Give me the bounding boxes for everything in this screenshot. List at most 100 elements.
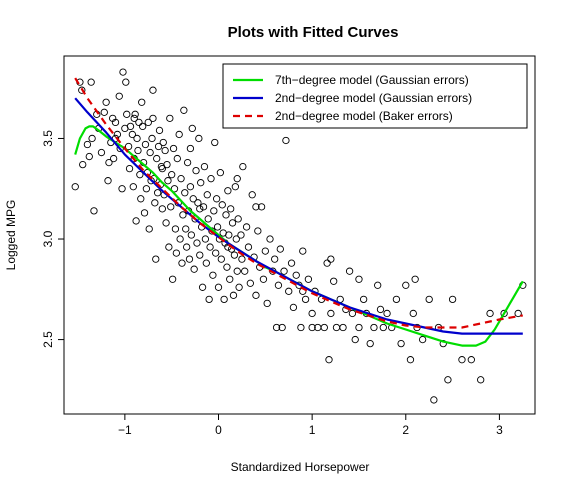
data-point bbox=[136, 171, 144, 179]
data-point bbox=[392, 295, 401, 304]
data-point bbox=[168, 171, 176, 179]
data-point bbox=[182, 225, 190, 233]
data-point bbox=[359, 295, 368, 304]
data-point bbox=[210, 207, 218, 215]
data-point bbox=[297, 323, 305, 332]
data-point bbox=[278, 323, 286, 332]
data-point bbox=[186, 183, 195, 191]
data-point bbox=[128, 130, 137, 139]
data-point bbox=[170, 185, 179, 193]
data-point bbox=[235, 283, 243, 291]
data-point bbox=[370, 323, 378, 332]
data-point bbox=[196, 251, 204, 259]
data-point bbox=[135, 118, 143, 127]
data-point bbox=[204, 215, 212, 223]
data-point bbox=[85, 152, 93, 161]
y-tick-label: 2.5 bbox=[41, 331, 55, 348]
data-point bbox=[192, 166, 200, 175]
data-point bbox=[216, 169, 225, 177]
data-point bbox=[113, 130, 122, 139]
data-point bbox=[165, 243, 173, 251]
data-point bbox=[137, 195, 145, 203]
data-point bbox=[149, 114, 157, 122]
data-point bbox=[194, 199, 202, 207]
data-point bbox=[149, 86, 157, 94]
data-point bbox=[71, 183, 79, 191]
data-point bbox=[500, 309, 508, 318]
data-point bbox=[193, 239, 201, 247]
data-point bbox=[190, 265, 198, 273]
data-point bbox=[102, 98, 110, 106]
data-point bbox=[124, 142, 133, 151]
data-point bbox=[282, 136, 290, 145]
data-point bbox=[105, 158, 113, 167]
data-point bbox=[231, 183, 240, 191]
x-tick-label: 2 bbox=[402, 423, 409, 437]
data-point bbox=[151, 199, 159, 207]
curve-series-3 bbox=[74, 77, 523, 329]
data-point bbox=[220, 295, 228, 304]
data-point bbox=[225, 231, 233, 239]
data-point bbox=[153, 189, 162, 197]
data-point bbox=[197, 179, 205, 187]
data-point bbox=[272, 323, 281, 332]
data-point bbox=[246, 279, 254, 287]
data-point bbox=[158, 205, 166, 213]
data-point bbox=[289, 303, 298, 312]
data-point bbox=[233, 175, 241, 183]
data-point bbox=[104, 177, 112, 185]
data-point bbox=[205, 295, 213, 304]
data-point bbox=[292, 271, 300, 279]
fitted-curves bbox=[74, 77, 524, 347]
data-point bbox=[88, 134, 96, 143]
data-point bbox=[263, 299, 271, 308]
data-point bbox=[430, 396, 438, 404]
data-point bbox=[379, 323, 387, 332]
data-point bbox=[327, 309, 335, 318]
legend-label-3: 2nd−degree model (Baker errors) bbox=[275, 109, 453, 123]
data-point bbox=[154, 142, 163, 151]
data-point bbox=[345, 267, 354, 275]
data-point bbox=[131, 110, 139, 118]
y-axis-label: Logged MPG bbox=[4, 200, 18, 271]
data-point bbox=[227, 205, 235, 213]
data-point bbox=[223, 263, 231, 271]
data-point bbox=[166, 114, 174, 122]
data-point bbox=[348, 309, 357, 318]
data-point bbox=[126, 122, 135, 131]
data-point bbox=[477, 376, 485, 384]
data-point bbox=[222, 211, 230, 219]
data-point bbox=[224, 187, 232, 195]
data-point bbox=[83, 140, 92, 149]
data-point bbox=[217, 255, 225, 263]
data-point bbox=[173, 154, 181, 163]
data-point bbox=[271, 255, 279, 263]
data-point bbox=[230, 251, 239, 259]
data-point bbox=[153, 154, 161, 163]
data-point bbox=[179, 211, 187, 219]
data-point bbox=[218, 201, 226, 209]
data-point bbox=[186, 144, 195, 153]
data-point bbox=[397, 339, 405, 348]
data-point bbox=[138, 98, 146, 106]
data-point bbox=[177, 175, 185, 183]
data-point bbox=[167, 203, 175, 211]
data-point bbox=[402, 281, 410, 289]
data-point bbox=[180, 106, 188, 114]
data-point bbox=[139, 122, 147, 131]
data-point bbox=[209, 271, 217, 279]
data-point bbox=[87, 78, 95, 86]
data-point bbox=[90, 207, 98, 215]
data-point bbox=[148, 134, 156, 143]
data-point bbox=[299, 247, 307, 255]
data-point bbox=[444, 376, 452, 384]
data-point bbox=[261, 247, 269, 255]
data-point bbox=[308, 309, 316, 318]
data-point bbox=[374, 281, 382, 289]
data-point bbox=[195, 134, 203, 143]
data-point bbox=[239, 162, 247, 171]
data-point bbox=[134, 146, 142, 155]
data-point bbox=[212, 249, 220, 257]
data-point bbox=[242, 223, 251, 231]
data-point bbox=[172, 249, 181, 257]
